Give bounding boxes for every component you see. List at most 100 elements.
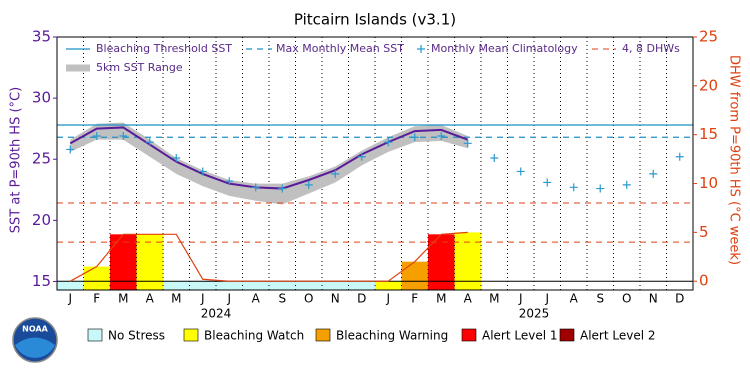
alert-fill [136,234,163,282]
x-tick-label: A [464,292,473,306]
climatology-point [357,152,366,161]
x-tick-label: J [518,292,523,306]
climatology-point [145,138,154,147]
x-tick-label: J [226,292,231,306]
y-tick-label: 25 [32,150,51,168]
alert-fill [83,266,110,282]
x-tick-label: N [649,292,658,306]
x-tick-label: A [252,292,261,306]
x-tick-label: F [411,292,418,306]
alert-status-cell [269,281,296,290]
climatology-point [596,184,605,193]
climatology-point [649,169,658,178]
climatology-point [304,180,313,189]
alert-status-cell [216,281,243,290]
x-tick-label: J [67,292,72,306]
y2-axis-label: DHW from P=90th HS (°C week) [727,55,742,265]
climatology-point [331,169,340,178]
alert-legend-swatch [315,328,331,342]
alert-fill [110,234,137,282]
y2-tick-label: 15 [699,125,718,143]
x-tick-label: J [544,292,549,306]
y-axis-label: SST at P=90th HS (°C) [9,87,24,233]
y-tick-label: 30 [32,89,51,107]
climatology-point [198,167,207,176]
climatology-point [675,152,684,161]
x-tick-label: J [200,292,205,306]
chart-title: Pitcairn Islands (v3.1) [294,11,456,29]
alert-status-cell [454,281,481,290]
alert-legend-swatch [87,328,103,342]
alert-legend-label: Bleaching Warning [336,329,448,343]
year-label: 2025 [519,307,550,321]
alert-legend-label: Alert Level 2 [580,329,656,343]
dhw-line [69,231,468,282]
alert-status-cell [110,281,137,290]
alert-legend-swatch [183,328,199,342]
legend-label: 5km SST Range [96,61,183,74]
year-label: 2024 [201,307,232,321]
y2-tick-label: 10 [699,174,718,192]
climatology-point [92,132,101,140]
x-tick-label: O [622,292,631,306]
y-tick-label: 15 [32,272,51,290]
y-tick-label: 35 [32,28,51,46]
x-tick-label: A [570,292,579,306]
x-tick-label: M [171,292,181,306]
noaa-logo: NOAA [12,317,58,363]
alert-status-cell [375,281,402,290]
y2-tick-label: 20 [699,76,718,94]
climatology-point [622,180,631,189]
y-tick-label: 20 [32,211,51,229]
climatology-point [410,133,419,142]
alert-status-cell [189,281,216,290]
climatology-point [119,132,128,140]
climatology-point [66,145,75,154]
climatology-point [516,167,525,176]
climatology-point [569,183,578,192]
alert-legend-label: Bleaching Watch [204,329,304,343]
legend-label: Max Monthly Mean SST [276,42,404,55]
alert-status-cell [428,281,455,290]
alert-fill [454,232,481,282]
alert-legend-swatch [461,328,477,342]
climatology-point [490,154,499,162]
alert-status-cell [57,281,84,290]
alert-status-cell [348,281,375,290]
alert-status-cell [322,281,349,290]
svg-text:NOAA: NOAA [22,325,48,334]
climatology-point [437,132,446,140]
climatology-point [225,177,234,186]
alert-status-cell [401,281,428,290]
x-tick-label: M [489,292,499,306]
legend-swatch [417,45,425,53]
x-tick-label: M [436,292,446,306]
x-tick-label: N [331,292,340,306]
sst-line [69,126,469,190]
x-tick-label: S [278,292,286,306]
alert-fill [401,261,428,282]
y2-tick-label: 0 [699,272,709,290]
climatology-point [384,138,393,147]
legend-label: Monthly Mean Climatology [431,42,578,55]
x-tick-label: J [385,292,390,306]
alert-status-cell [83,281,110,290]
plot-frame [56,36,694,291]
x-tick-label: D [675,292,684,306]
alert-status-cell [295,281,322,290]
climatology-point [172,154,181,162]
alert-status-cell [163,281,190,290]
alert-fill [428,234,455,282]
climatology-point [543,178,552,187]
x-tick-label: S [596,292,604,306]
x-tick-label: F [93,292,100,306]
alert-legend-label: Alert Level 1 [482,329,558,343]
x-tick-label: A [146,292,155,306]
climatology-point [463,139,472,148]
legend-label: 4, 8 DHWs [622,42,680,55]
alert-legend-label: No Stress [108,329,165,343]
legend-label: Bleaching Threshold SST [96,42,232,55]
y2-tick-label: 25 [699,28,718,46]
x-tick-label: D [357,292,366,306]
